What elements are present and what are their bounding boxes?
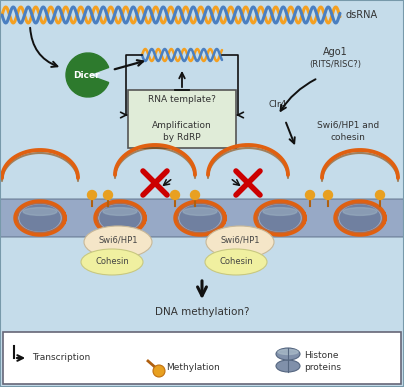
Ellipse shape [343, 207, 377, 216]
Ellipse shape [278, 349, 298, 354]
Bar [3, 332, 401, 384]
Text: Ago1: Ago1 [323, 47, 347, 57]
Circle shape [170, 190, 179, 200]
FancyBboxPatch shape [0, 199, 404, 237]
Text: cohesin: cohesin [330, 133, 366, 142]
Text: Methylation: Methylation [166, 363, 220, 373]
Ellipse shape [206, 226, 274, 258]
Text: proteins: proteins [304, 363, 341, 372]
Circle shape [153, 365, 165, 377]
Ellipse shape [276, 360, 300, 372]
Text: Amplification: Amplification [152, 120, 212, 130]
Text: dsRNA: dsRNA [346, 10, 378, 20]
Ellipse shape [180, 205, 220, 231]
Circle shape [103, 190, 112, 200]
Text: Transcription: Transcription [32, 353, 90, 363]
Text: Swi6/HP1 and: Swi6/HP1 and [317, 121, 379, 130]
Wedge shape [66, 53, 109, 97]
Ellipse shape [263, 207, 297, 216]
Text: (RITS/RISC?): (RITS/RISC?) [309, 60, 361, 69]
Text: DNA methylation?: DNA methylation? [155, 307, 249, 317]
Text: Cohesin: Cohesin [219, 257, 253, 267]
Ellipse shape [205, 249, 267, 275]
Text: Dicer: Dicer [73, 70, 99, 79]
Ellipse shape [20, 205, 60, 231]
Ellipse shape [103, 207, 137, 216]
Circle shape [375, 190, 385, 200]
Circle shape [191, 190, 200, 200]
Circle shape [305, 190, 314, 200]
Circle shape [324, 190, 332, 200]
Ellipse shape [260, 205, 300, 231]
Text: by RdRP: by RdRP [163, 132, 201, 142]
Ellipse shape [84, 226, 152, 258]
Ellipse shape [340, 205, 380, 231]
Text: Histone: Histone [304, 351, 339, 361]
Ellipse shape [183, 207, 217, 216]
Ellipse shape [81, 249, 143, 275]
FancyBboxPatch shape [128, 90, 236, 148]
Text: Swi6/HP1: Swi6/HP1 [220, 236, 260, 245]
Text: Swi6/HP1: Swi6/HP1 [98, 236, 138, 245]
Text: Clr4: Clr4 [269, 100, 287, 109]
Circle shape [88, 190, 97, 200]
Ellipse shape [23, 207, 57, 216]
Ellipse shape [100, 205, 140, 231]
Text: RNA template?: RNA template? [148, 96, 216, 104]
Ellipse shape [276, 348, 300, 360]
Text: Cohesin: Cohesin [95, 257, 129, 267]
